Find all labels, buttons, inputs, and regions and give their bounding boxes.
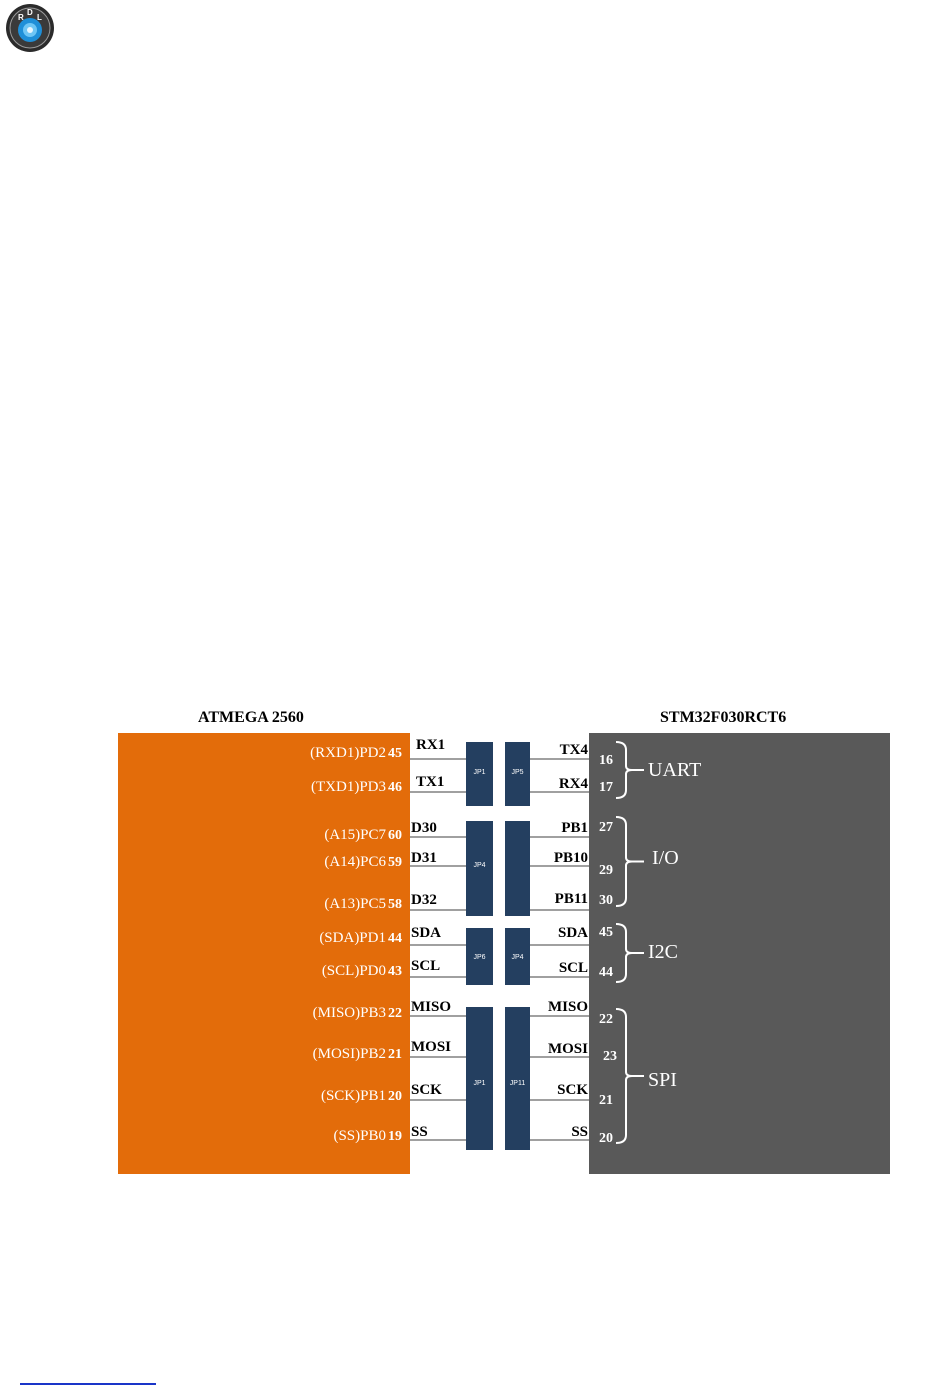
jumper-right-block — [505, 928, 530, 985]
right-pin-number: 30 — [599, 893, 613, 908]
right-signal-label: SCL — [559, 960, 588, 976]
left-pin-function: (RXD1)PD2 — [310, 745, 386, 761]
left-signal-label: D31 — [411, 850, 437, 866]
logo-letter-d: D — [27, 8, 33, 17]
left-pin-number: 43 — [388, 964, 402, 979]
right-signal-label: RX4 — [559, 776, 589, 792]
left-pin-function: (SCL)PD0 — [322, 963, 386, 979]
right-signal-label: SCK — [557, 1082, 588, 1098]
left-pin-number: 44 — [388, 931, 402, 946]
left-signal-label: SCK — [411, 1082, 442, 1098]
left-pin-number: 22 — [388, 1006, 402, 1021]
right-chip-title: STM32F030RCT6 — [660, 709, 787, 726]
right-signal-label: MOSI — [548, 1041, 588, 1057]
left-pin-function: (SDA)PD1 — [319, 930, 386, 946]
footer-link-underline[interactable] — [20, 1383, 156, 1385]
jumper-left-label: JP1 — [473, 769, 485, 776]
left-chip-title: ATMEGA 2560 — [198, 709, 304, 726]
group-label: I/O — [652, 847, 679, 869]
left-pin-number: 21 — [388, 1047, 402, 1062]
left-chip-body — [118, 733, 410, 1174]
group-label: I2C — [648, 941, 678, 963]
right-pin-number: 17 — [599, 780, 613, 795]
left-pin-number: 20 — [388, 1089, 402, 1104]
right-signal-label: PB1 — [561, 820, 588, 836]
right-pin-number: 21 — [599, 1093, 613, 1108]
jumper-left-label: JP4 — [473, 862, 485, 869]
logo-letter-l: L — [37, 13, 42, 22]
jumper-left-label: JP1 — [473, 1080, 485, 1087]
left-signal-label: SDA — [411, 925, 441, 941]
group-label: UART — [648, 759, 701, 781]
jumper-right-block — [505, 1007, 530, 1150]
right-signal-label: PB11 — [555, 891, 588, 907]
left-signal-label: D30 — [411, 820, 437, 836]
left-pin-number: 59 — [388, 855, 402, 870]
left-pin-number: 19 — [388, 1129, 402, 1144]
jumper-right-label: JP4 — [511, 954, 523, 961]
jumper-right-block — [505, 821, 530, 916]
left-pin-function: (TXD1)PD3 — [311, 779, 386, 795]
rdl-logo: R D L — [6, 4, 54, 52]
right-signal-label: SDA — [558, 925, 588, 941]
left-pin-function: (SCK)PB1 — [321, 1088, 386, 1104]
right-pin-number: 44 — [599, 965, 613, 980]
right-pin-number: 16 — [599, 753, 613, 768]
left-signal-label: SS — [411, 1124, 428, 1140]
jumper-left-block — [466, 928, 493, 985]
left-pin-number: 46 — [388, 780, 402, 795]
left-pin-function: (A13)PC5 — [324, 896, 386, 912]
left-signal-label: D32 — [411, 892, 437, 908]
right-signal-label: PB10 — [554, 850, 588, 866]
left-pin-function: (MISO)PB3 — [313, 1005, 386, 1021]
right-pin-number: 23 — [603, 1049, 617, 1064]
left-signal-label: MISO — [411, 999, 451, 1015]
jumper-right-label: JP5 — [511, 769, 523, 776]
left-signal-label: MOSI — [411, 1039, 451, 1055]
right-signal-label: TX4 — [560, 742, 589, 758]
left-signal-label: RX1 — [416, 737, 445, 753]
right-signal-label: SS — [571, 1124, 588, 1140]
left-pin-number: 60 — [388, 828, 402, 843]
right-pin-number: 27 — [599, 820, 613, 835]
left-pin-function: (A15)PC7 — [324, 827, 386, 843]
group-label: SPI — [648, 1069, 677, 1091]
left-signal-label: SCL — [411, 958, 440, 974]
right-pin-number: 29 — [599, 863, 613, 878]
logo-letter-r: R — [18, 13, 24, 22]
left-pin-number: 58 — [388, 897, 402, 912]
jumper-left-label: JP6 — [473, 954, 485, 961]
jumper-left-block — [466, 821, 493, 916]
left-pin-function: (A14)PC6 — [324, 854, 386, 870]
right-pin-number: 45 — [599, 925, 613, 940]
jumper-left-block — [466, 1007, 493, 1150]
jumper-left-block — [466, 742, 493, 806]
jumper-right-block — [505, 742, 530, 806]
left-signal-label: TX1 — [416, 774, 444, 790]
right-signal-label: MISO — [548, 999, 588, 1015]
jumper-right-label: JP11 — [510, 1080, 526, 1087]
right-pin-number: 22 — [599, 1012, 613, 1027]
right-pin-number: 20 — [599, 1131, 613, 1146]
left-pin-number: 45 — [388, 746, 402, 761]
left-pin-function: (SS)PB0 — [333, 1128, 386, 1144]
left-pin-function: (MOSI)PB2 — [313, 1046, 386, 1062]
